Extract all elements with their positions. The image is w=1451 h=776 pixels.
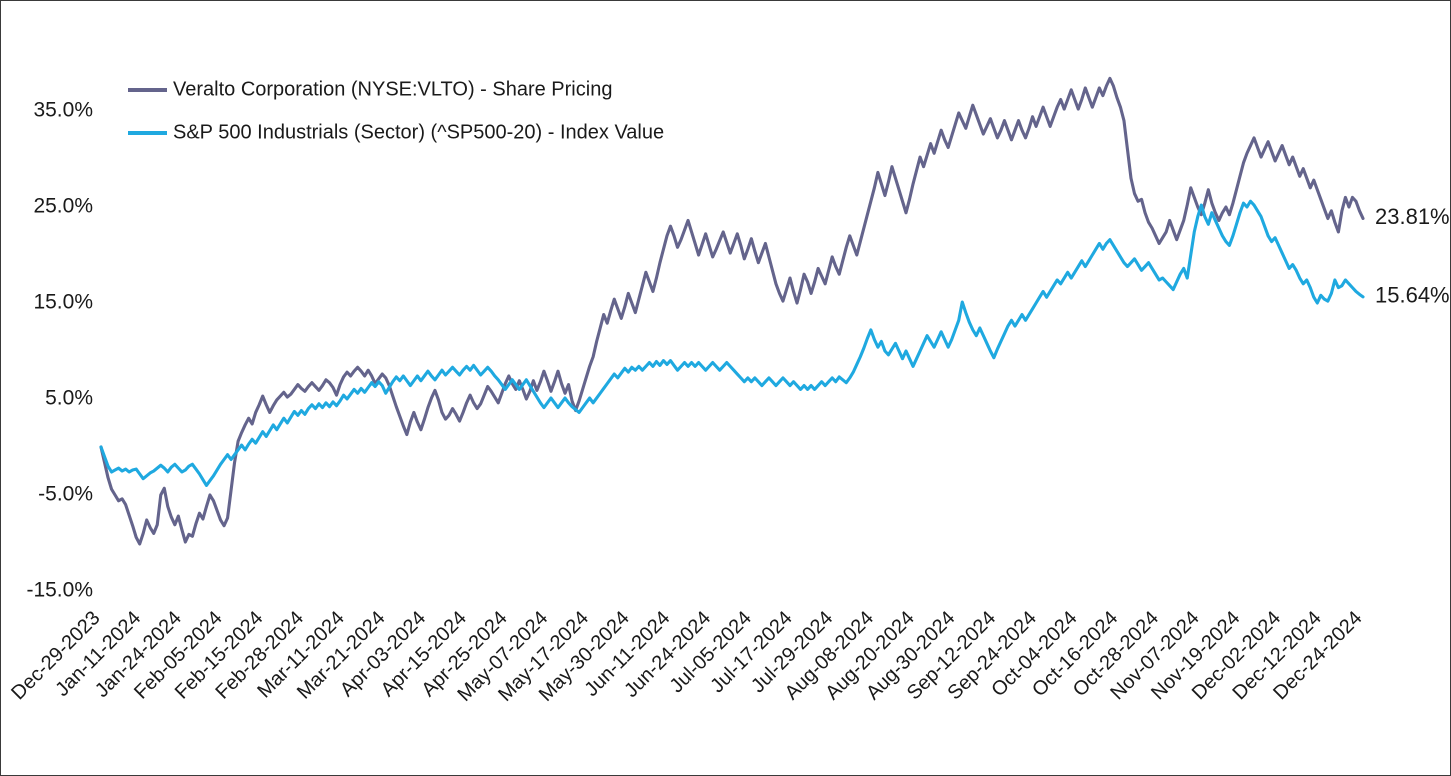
y-axis-tick-label: 35.0%: [33, 99, 93, 122]
chart-legend: Veralto Corporation (NYSE:VLTO) - Share …: [128, 78, 664, 143]
y-axis-tick-label: 15.0%: [33, 291, 93, 314]
y-axis-tick-label: -5.0%: [38, 483, 93, 506]
y-axis: -15.0% -5.0% 5.0% 15.0% 25.0% 35.0%: [26, 99, 93, 602]
y-axis-tick-label: 25.0%: [33, 195, 93, 218]
legend-label-1: Veralto Corporation (NYSE:VLTO) - Share …: [173, 78, 612, 100]
x-axis: Dec-29-2023Jan-11-2024Jan-24-2024Feb-05-…: [7, 607, 1366, 706]
series-line-2: [99, 199, 1365, 487]
series-end-label-1: 23.81%: [1375, 204, 1450, 229]
legend-label-2: S&P 500 Industrials (Sector) (^SP500-20)…: [173, 121, 664, 143]
series-line-1: [99, 76, 1365, 546]
series-lines: [99, 76, 1365, 546]
series-end-label-2: 15.64%: [1375, 283, 1450, 308]
y-axis-tick-label: -15.0%: [26, 579, 93, 602]
series-end-labels: 23.81% 15.64%: [1375, 204, 1450, 307]
y-axis-tick-label: 5.0%: [45, 387, 93, 410]
